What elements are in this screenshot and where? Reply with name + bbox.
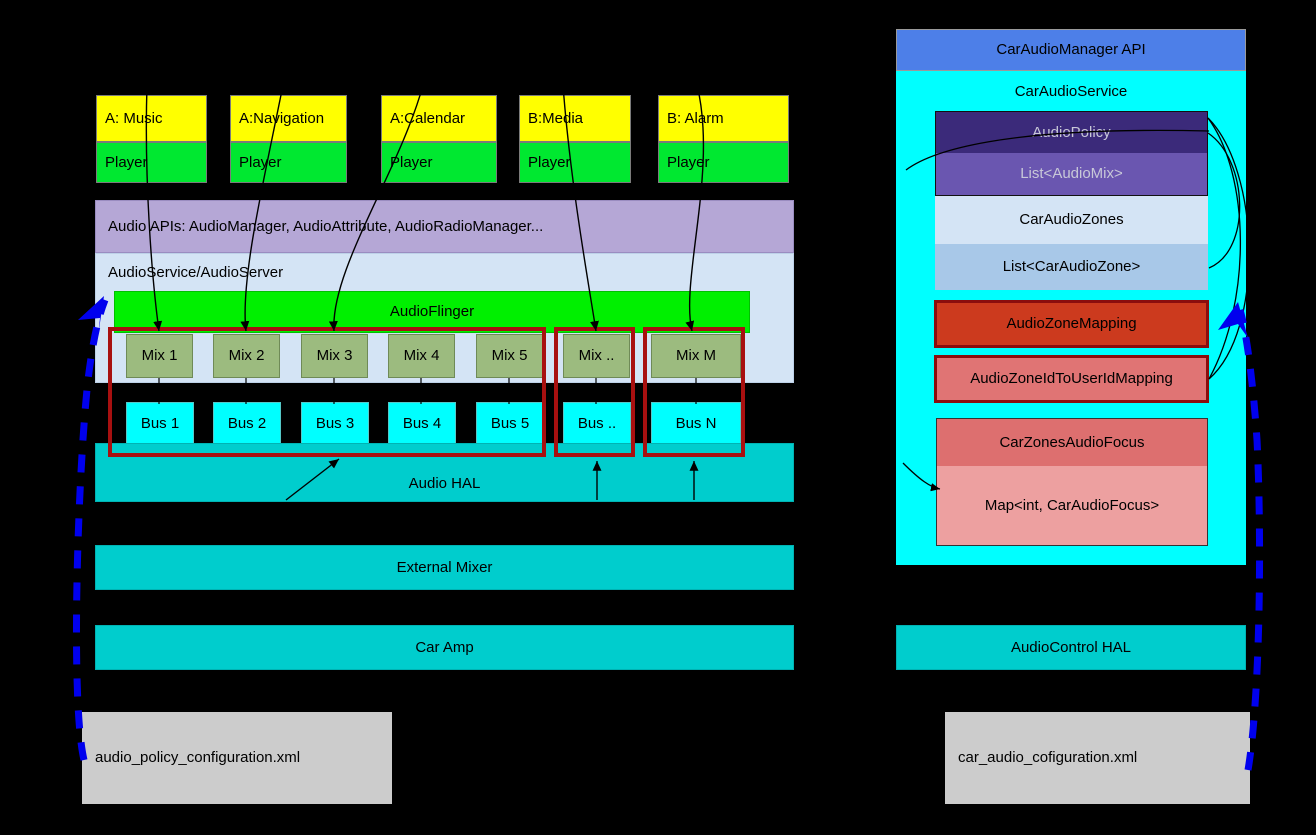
app-player-navigation: Player <box>230 142 347 183</box>
app-player-media: Player <box>519 142 631 183</box>
mix-box-2: Mix 2 <box>213 334 280 378</box>
audioflinger-band: AudioFlinger <box>114 291 750 333</box>
bus-label: Bus N <box>675 415 717 433</box>
app-title-music: A: Music <box>96 95 207 142</box>
app-player-label: Player <box>528 153 571 171</box>
bus-label: Bus 5 <box>490 415 530 433</box>
mix-label: Mix 3 <box>316 347 353 365</box>
audio-zone-id-to-user-id-mapping-label: AudioZoneIdToUserIdMapping <box>970 370 1173 388</box>
car-audio-service-label: CarAudioService <box>1014 83 1128 100</box>
mix-box-m: Mix M <box>651 334 741 378</box>
app-title-label: B: Alarm <box>667 109 724 127</box>
audio-hal-band: Audio HAL <box>95 443 794 502</box>
car-zones-audio-focus-label: CarZonesAudioFocus <box>999 433 1145 451</box>
bus-box-5: Bus 5 <box>476 402 544 446</box>
bus-label: Bus .. <box>577 415 617 433</box>
bus-box-dots: Bus .. <box>563 402 631 446</box>
app-player-label: Player <box>239 153 282 171</box>
audio-hal-label: Audio HAL <box>408 474 481 492</box>
car-audio-zones-label: CarAudioZones <box>1019 211 1124 229</box>
app-player-calendar: Player <box>381 142 497 183</box>
mix-label: Mix .. <box>578 347 615 365</box>
external-mixer-label: External Mixer <box>396 558 493 576</box>
audio-apis-label: Audio APIs: AudioManager, AudioAttribute… <box>108 217 544 235</box>
app-title-alarm: B: Alarm <box>658 95 789 142</box>
audio-control-hal-band: AudioControl HAL <box>896 625 1246 670</box>
mix-box-dots: Mix .. <box>563 334 630 378</box>
audio-service-label: AudioService/AudioServer <box>108 264 284 281</box>
config-file-label: audio_policy_configuration.xml <box>95 749 301 767</box>
car-audio-zone-list-label: List<CarAudioZone> <box>1002 258 1141 276</box>
car-amp-band: Car Amp <box>95 625 794 670</box>
bus-box-2: Bus 2 <box>213 402 281 446</box>
bus-label: Bus 4 <box>402 415 442 433</box>
car-audio-zone-list-row: List<CarAudioZone> <box>935 244 1208 290</box>
bus-box-1: Bus 1 <box>126 402 194 446</box>
audio-apis-band: Audio APIs: AudioManager, AudioAttribute… <box>95 200 794 253</box>
app-player-label: Player <box>105 153 148 171</box>
app-title-label: A: Music <box>105 109 163 127</box>
external-mixer-band: External Mixer <box>95 545 794 590</box>
audio-policy-configuration-file: audio_policy_configuration.xml <box>82 712 392 804</box>
audio-zone-group-secondary <box>554 327 635 457</box>
audio-policy-row: AudioPolicy <box>936 112 1207 153</box>
audio-zone-mapping-box: AudioZoneMapping <box>934 300 1209 348</box>
audio-zone-mapping-label: AudioZoneMapping <box>1006 315 1137 333</box>
app-title-label: A:Navigation <box>239 109 325 127</box>
mix-box-4: Mix 4 <box>388 334 455 378</box>
app-player-music: Player <box>96 142 207 183</box>
audio-zone-group-primary <box>108 327 546 457</box>
mix-box-5: Mix 5 <box>476 334 543 378</box>
car-zones-audio-focus-row: CarZonesAudioFocus <box>936 418 1208 466</box>
bus-box-4: Bus 4 <box>388 402 456 446</box>
app-title-label: B:Media <box>528 109 584 127</box>
mix-box-1: Mix 1 <box>126 334 193 378</box>
app-player-alarm: Player <box>658 142 789 183</box>
audio-policy-label: AudioPolicy <box>1032 123 1111 141</box>
config-file-label: car_audio_cofiguration.xml <box>958 749 1138 767</box>
mix-label: Mix 4 <box>403 347 440 365</box>
bus-label: Bus 1 <box>140 415 180 433</box>
car-audio-focus-map-row: Map<int, CarAudioFocus> <box>936 466 1208 546</box>
bus-box-3: Bus 3 <box>301 402 369 446</box>
mix-box-3: Mix 3 <box>301 334 368 378</box>
car-audio-zones-row: CarAudioZones <box>935 196 1208 244</box>
mix-label: Mix 5 <box>491 347 528 365</box>
audio-control-hal-label: AudioControl HAL <box>1010 638 1132 656</box>
app-player-label: Player <box>390 153 433 171</box>
mix-label: Mix 1 <box>141 347 178 365</box>
app-title-navigation: A:Navigation <box>230 95 347 142</box>
audioflinger-label: AudioFlinger <box>389 303 475 321</box>
audio-zone-id-to-user-id-mapping-box: AudioZoneIdToUserIdMapping <box>934 355 1209 403</box>
bus-box-n: Bus N <box>651 402 741 446</box>
app-player-label: Player <box>667 153 710 171</box>
car-audio-focus-map-label: Map<int, CarAudioFocus> <box>984 496 1160 514</box>
audio-mix-list-label: List<AudioMix> <box>1020 165 1123 183</box>
audio-zone-group-n <box>643 327 745 457</box>
mix-label: Mix 2 <box>228 347 265 365</box>
app-title-media: B:Media <box>519 95 631 142</box>
car-audio-manager-api-header: CarAudioManager API <box>896 29 1246 71</box>
mix-label: Mix M <box>676 347 716 365</box>
bus-label: Bus 2 <box>227 415 267 433</box>
bus-label: Bus 3 <box>315 415 355 433</box>
app-title-label: A:Calendar <box>390 109 466 127</box>
car-audio-configuration-file: car_audio_cofiguration.xml <box>945 712 1250 804</box>
car-audio-manager-api-label: CarAudioManager API <box>996 41 1146 59</box>
audio-mix-list-row: List<AudioMix> <box>936 153 1207 195</box>
app-title-calendar: A:Calendar <box>381 95 497 142</box>
car-amp-label: Car Amp <box>415 638 474 656</box>
